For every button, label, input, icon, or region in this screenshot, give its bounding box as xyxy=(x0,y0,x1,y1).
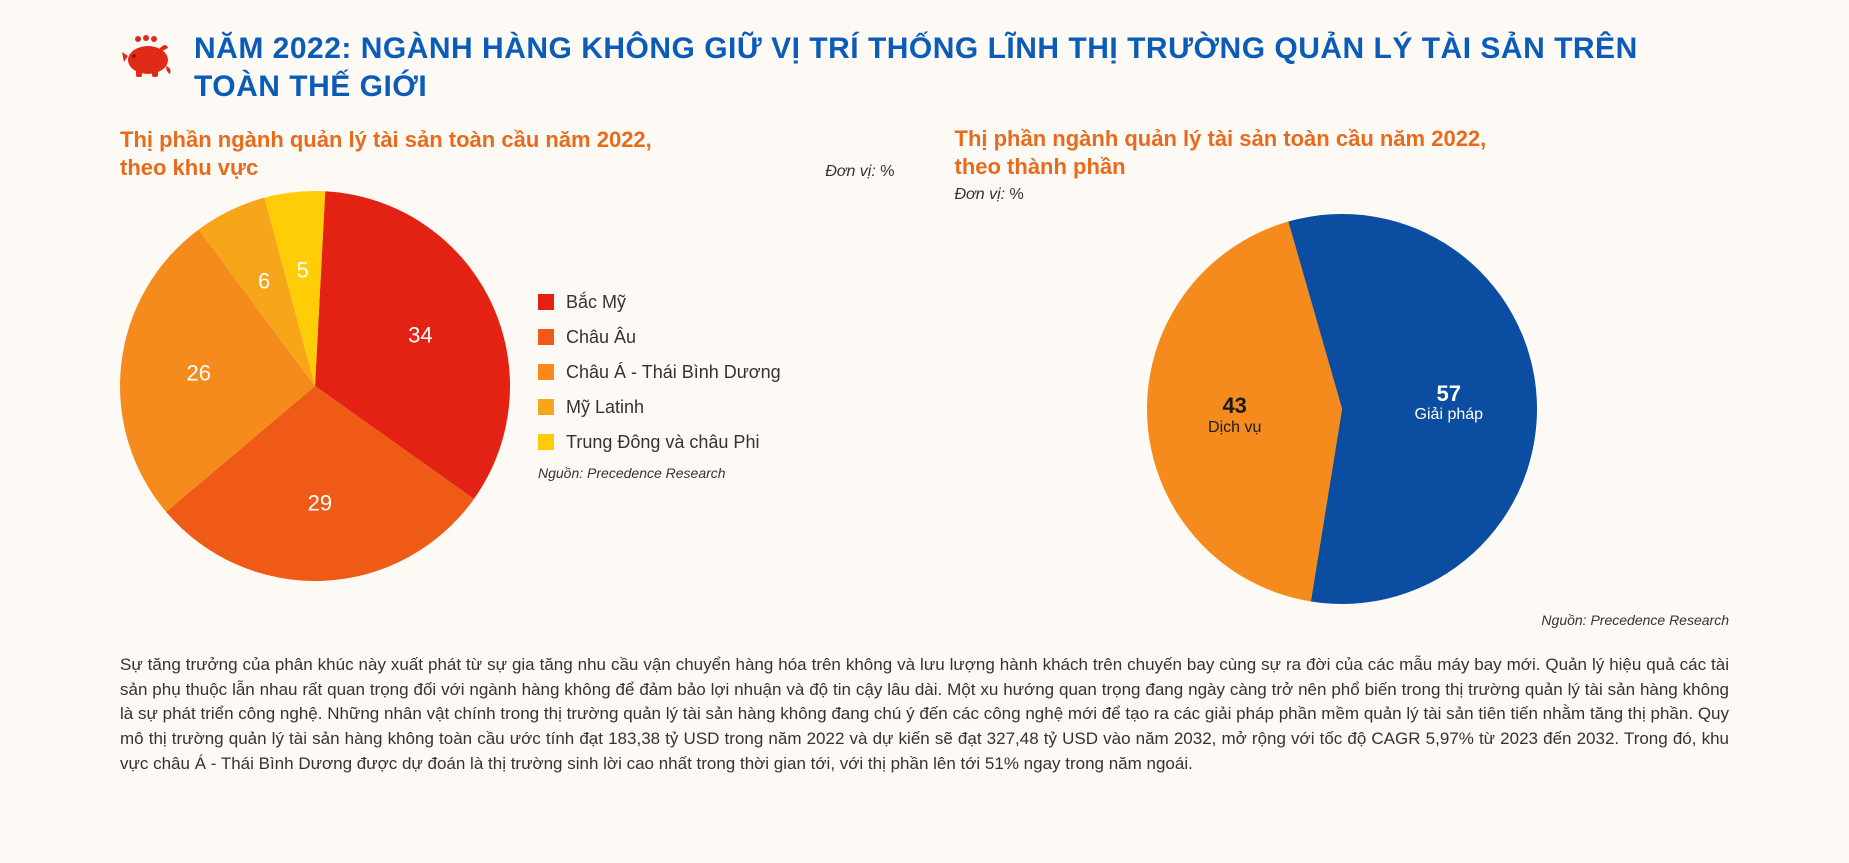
legend-item: Mỹ Latinh xyxy=(538,397,781,418)
legend-item: Châu Âu xyxy=(538,327,781,348)
chart1-title: Thị phần ngành quản lý tài sản toàn cầu … xyxy=(120,126,670,181)
slice-label: 34 xyxy=(408,322,432,347)
page-title: NĂM 2022: NGÀNH HÀNG KHÔNG GIỮ VỊ TRÍ TH… xyxy=(194,30,1729,105)
chart-region-share: Thị phần ngành quản lý tài sản toàn cầu … xyxy=(120,125,895,628)
chart1-pie: 34 29 26 6 5 xyxy=(120,191,510,581)
legend-label: Bắc Mỹ xyxy=(566,292,626,313)
legend-swatch xyxy=(538,399,554,415)
legend-swatch xyxy=(538,364,554,380)
slice-label: 6 xyxy=(258,268,270,293)
chart1-source: Nguồn: Precedence Research xyxy=(538,465,781,481)
chart1-unit: Đơn vị: % xyxy=(825,163,894,181)
legend-swatch xyxy=(538,329,554,345)
chart2-pie: 57Giải pháp 43Dịch vụ xyxy=(1147,214,1537,604)
chart2-unit: Đơn vị: % xyxy=(955,186,1730,204)
chart2-title: Thị phần ngành quản lý tài sản toàn cầu … xyxy=(955,125,1505,180)
charts-row: Thị phần ngành quản lý tài sản toàn cầu … xyxy=(120,125,1729,628)
chart2-source: Nguồn: Precedence Research xyxy=(955,612,1730,628)
legend-swatch xyxy=(538,294,554,310)
slice-label: 5 xyxy=(297,257,309,282)
legend-label: Trung Đông và châu Phi xyxy=(566,432,759,453)
slice-label: 57Giải pháp xyxy=(1415,381,1484,425)
legend-label: Châu Á - Thái Bình Dương xyxy=(566,362,781,383)
slice-label: 43Dịch vụ xyxy=(1208,394,1261,438)
legend-item: Bắc Mỹ xyxy=(538,292,781,313)
slice-label: 26 xyxy=(187,360,211,385)
header: NĂM 2022: NGÀNH HÀNG KHÔNG GIỮ VỊ TRÍ TH… xyxy=(120,30,1729,105)
legend-item: Trung Đông và châu Phi xyxy=(538,432,781,453)
slice-label: 29 xyxy=(308,490,332,515)
piggy-bank-icon xyxy=(120,34,176,83)
legend-label: Mỹ Latinh xyxy=(566,397,644,418)
legend-label: Châu Âu xyxy=(566,327,636,348)
legend-swatch xyxy=(538,434,554,450)
chart1-legend-block: Bắc Mỹ Châu Âu Châu Á - Thái Bình Dương Mỹ … xyxy=(538,292,781,481)
chart1-legend: Bắc Mỹ Châu Âu Châu Á - Thái Bình Dương Mỹ … xyxy=(538,292,781,453)
legend-item: Châu Á - Thái Bình Dương xyxy=(538,362,781,383)
chart-component-share: Thị phần ngành quản lý tài sản toàn cầu … xyxy=(955,125,1730,628)
body-paragraph: Sự tăng trưởng của phân khúc này xuất ph… xyxy=(120,653,1729,776)
